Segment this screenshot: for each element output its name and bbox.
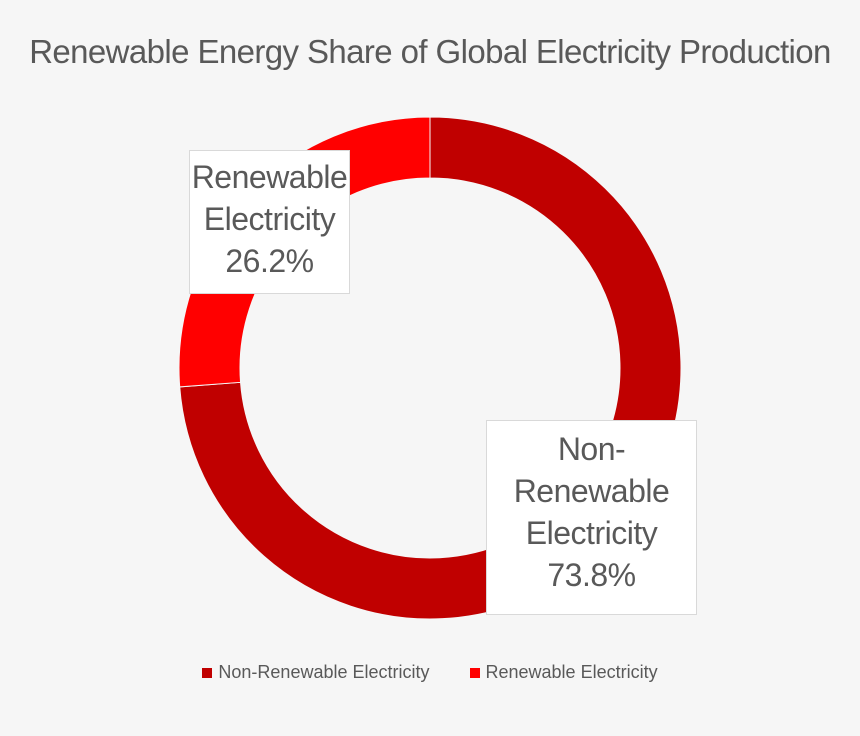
data-label-renewable-line2: Electricity <box>203 201 336 237</box>
legend-item-renewable[interactable]: Renewable Electricity <box>469 662 658 683</box>
chart-title: Renewable Energy Share of Global Electri… <box>29 33 831 70</box>
data-label-renewable-line1: Renewable <box>191 159 348 195</box>
legend-swatch-non-renewable <box>202 667 213 678</box>
data-label-non-renewable: Non- Renewable Electricity 73.8% <box>486 420 697 615</box>
data-label-non-renewable-line3: Electricity <box>525 515 658 551</box>
data-label-non-renewable-line1: Non- <box>557 431 626 467</box>
legend-item-non-renewable[interactable]: Non-Renewable Electricity <box>202 662 430 683</box>
data-label-renewable-value: 26.2% <box>225 243 314 279</box>
chart-legend: Non-Renewable Electricity Renewable Elec… <box>0 662 860 683</box>
data-label-renewable: Renewable Electricity 26.2% <box>189 150 350 294</box>
legend-label-non-renewable: Non-Renewable Electricity <box>218 662 430 682</box>
legend-label-renewable: Renewable Electricity <box>485 662 658 682</box>
legend-swatch-renewable <box>469 667 480 678</box>
donut-slice-non-renewable[interactable] <box>179 116 682 620</box>
data-label-non-renewable-value: 73.8% <box>547 557 636 593</box>
data-label-non-renewable-line2: Renewable <box>513 473 670 509</box>
